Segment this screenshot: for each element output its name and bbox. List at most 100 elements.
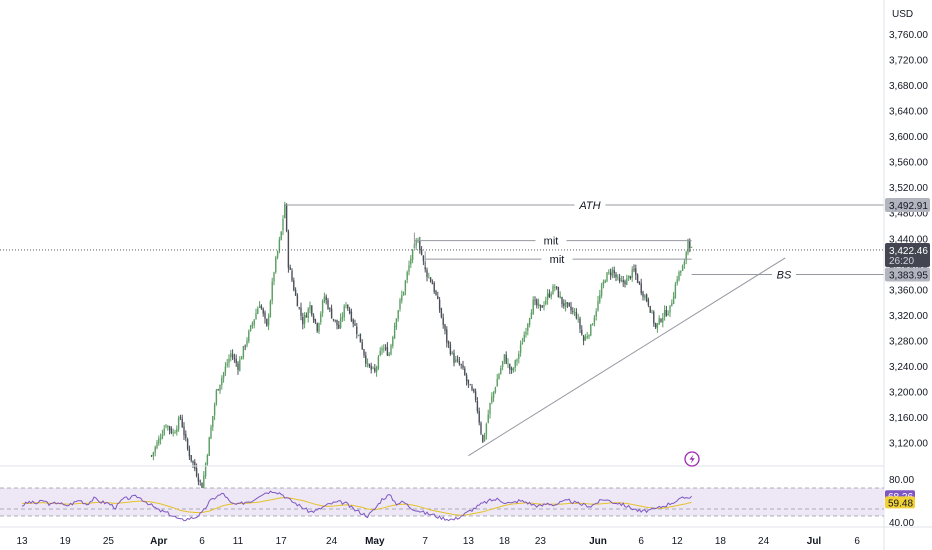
price-tick-label[interactable]: 3,240.00 xyxy=(889,362,928,373)
candle[interactable] xyxy=(685,252,687,261)
candle[interactable] xyxy=(618,277,621,282)
candle[interactable] xyxy=(399,299,401,310)
candle[interactable] xyxy=(282,218,284,231)
price-tick-label[interactable]: 3,360.00 xyxy=(889,285,928,296)
candle[interactable] xyxy=(213,404,216,416)
candle[interactable] xyxy=(469,384,471,386)
candle[interactable] xyxy=(334,319,336,321)
candle[interactable] xyxy=(338,324,340,329)
candle[interactable] xyxy=(417,241,419,243)
candle[interactable] xyxy=(581,329,583,335)
candle[interactable] xyxy=(503,354,506,362)
candle[interactable] xyxy=(159,438,162,440)
candle[interactable] xyxy=(453,352,455,363)
candle[interactable] xyxy=(672,296,675,305)
candle[interactable] xyxy=(271,281,273,301)
candle[interactable] xyxy=(249,325,252,331)
candle[interactable] xyxy=(368,364,371,367)
candle[interactable] xyxy=(550,294,552,297)
candle[interactable] xyxy=(597,300,599,311)
candle[interactable] xyxy=(631,269,633,279)
candle[interactable] xyxy=(395,318,398,327)
candle[interactable] xyxy=(600,286,603,296)
candle[interactable] xyxy=(181,418,183,428)
candle[interactable] xyxy=(514,360,516,368)
candle[interactable] xyxy=(573,311,576,313)
candle[interactable] xyxy=(500,368,502,374)
candle[interactable] xyxy=(253,319,255,325)
candle[interactable] xyxy=(354,323,356,326)
candle[interactable] xyxy=(244,345,246,347)
trendline[interactable] xyxy=(468,257,786,457)
candle[interactable] xyxy=(458,361,461,365)
candle[interactable] xyxy=(501,361,504,368)
candle[interactable] xyxy=(314,319,317,323)
candle[interactable] xyxy=(156,442,158,449)
candle[interactable] xyxy=(636,274,639,283)
candle[interactable] xyxy=(330,308,333,319)
candle[interactable] xyxy=(352,319,354,324)
candle[interactable] xyxy=(329,308,331,310)
candle[interactable] xyxy=(429,277,432,282)
candle[interactable] xyxy=(359,333,362,343)
currency-label[interactable]: USD xyxy=(892,9,913,20)
candle[interactable] xyxy=(208,437,210,456)
candle[interactable] xyxy=(217,389,219,391)
candle[interactable] xyxy=(456,359,459,361)
candle[interactable] xyxy=(602,281,605,286)
candle[interactable] xyxy=(689,240,691,249)
candle[interactable] xyxy=(257,308,259,314)
candle[interactable] xyxy=(471,386,473,390)
candle[interactable] xyxy=(566,302,569,304)
candle[interactable] xyxy=(642,292,644,297)
candle[interactable] xyxy=(554,287,556,289)
candle[interactable] xyxy=(321,301,324,314)
candle[interactable] xyxy=(483,435,486,441)
candle[interactable] xyxy=(426,269,428,277)
candle[interactable] xyxy=(663,309,666,318)
candle[interactable] xyxy=(559,296,561,298)
candle[interactable] xyxy=(307,308,309,318)
candle[interactable] xyxy=(674,284,677,298)
candle[interactable] xyxy=(528,318,531,325)
candle[interactable] xyxy=(165,426,167,428)
candle[interactable] xyxy=(658,318,660,325)
time-tick-label[interactable]: 12 xyxy=(672,536,684,547)
candle[interactable] xyxy=(401,295,403,301)
candle[interactable] xyxy=(404,280,407,292)
candle[interactable] xyxy=(377,356,380,369)
candle[interactable] xyxy=(561,296,563,305)
candle[interactable] xyxy=(262,308,264,314)
candle[interactable] xyxy=(294,289,297,296)
candle[interactable] xyxy=(158,438,160,444)
price-tick-label[interactable]: 3,760.00 xyxy=(889,30,928,41)
price-tick-label[interactable]: 3,600.00 xyxy=(889,132,928,143)
candle[interactable] xyxy=(489,403,491,414)
candle[interactable] xyxy=(534,299,536,301)
price-tick-label[interactable]: 3,440.00 xyxy=(889,234,928,245)
candle[interactable] xyxy=(687,239,689,253)
price-tick-label[interactable]: 3,280.00 xyxy=(889,336,928,347)
candle[interactable] xyxy=(579,318,581,329)
candle[interactable] xyxy=(627,275,630,278)
candle[interactable] xyxy=(555,286,558,288)
candle[interactable] xyxy=(572,311,574,312)
candle[interactable] xyxy=(167,425,169,427)
candle[interactable] xyxy=(197,476,200,482)
candle[interactable] xyxy=(316,323,318,332)
candle[interactable] xyxy=(179,417,182,418)
candle[interactable] xyxy=(635,268,637,276)
candle[interactable] xyxy=(449,344,452,355)
candle[interactable] xyxy=(615,274,617,278)
rsi-line[interactable] xyxy=(21,490,692,522)
time-tick-label[interactable]: 19 xyxy=(60,536,72,547)
candle[interactable] xyxy=(221,377,223,386)
candle[interactable] xyxy=(168,426,171,430)
candle[interactable] xyxy=(327,300,329,309)
candle[interactable] xyxy=(357,334,360,336)
candle[interactable] xyxy=(176,428,178,433)
candle[interactable] xyxy=(291,270,293,281)
price-tick-label[interactable]: 3,200.00 xyxy=(889,387,928,398)
candle[interactable] xyxy=(383,348,385,350)
candle[interactable] xyxy=(284,204,286,219)
